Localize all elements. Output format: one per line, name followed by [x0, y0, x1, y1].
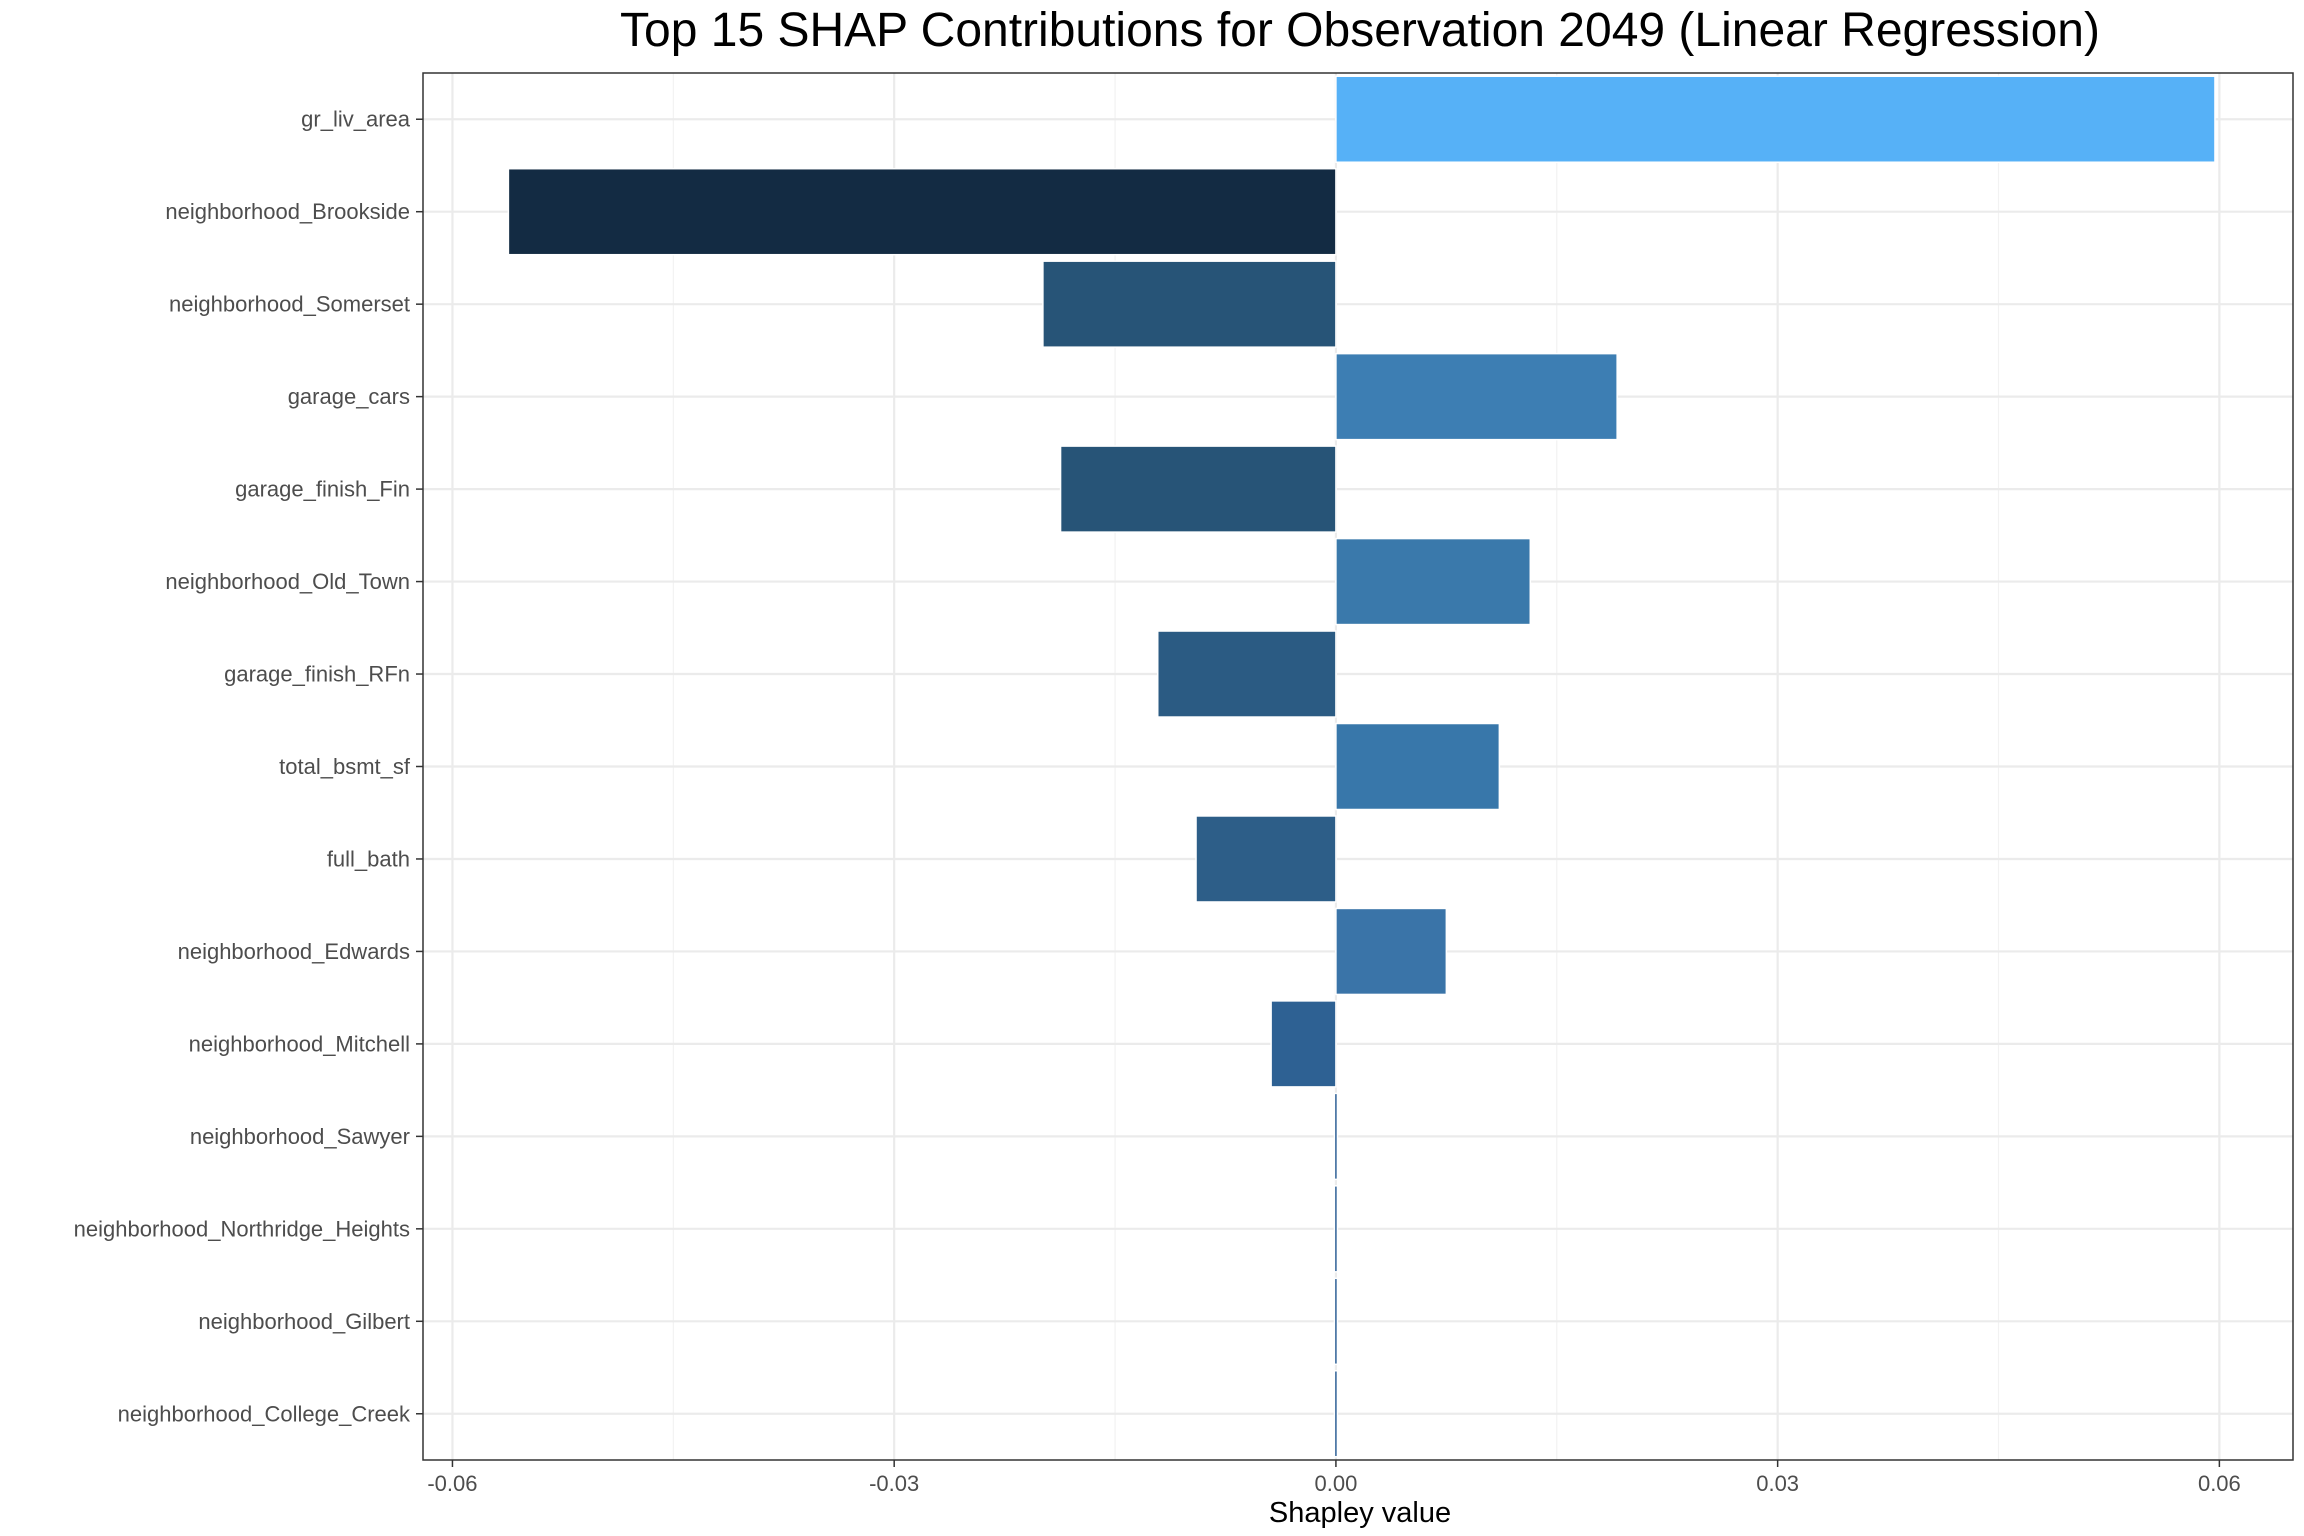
bar-garage_cars — [1335, 352, 1618, 441]
bar-neighborhood_Gilbert — [1333, 1277, 1339, 1366]
y-tick-label: neighborhood_Gilbert — [198, 1309, 410, 1334]
bar-neighborhood_Brookside — [507, 167, 1337, 256]
y-tick-label: neighborhood_Brookside — [165, 199, 410, 224]
bar-garage_finish_RFn — [1156, 630, 1337, 718]
bar-neighborhood_Edwards — [1335, 907, 1448, 996]
y-tick-label: neighborhood_Northridge_Heights — [74, 1216, 410, 1241]
y-tick-label: full_bath — [327, 846, 410, 871]
y-tick-label: gr_liv_area — [301, 107, 411, 132]
x-tick-label: 0.03 — [1756, 1471, 1799, 1496]
bar-garage_finish_Fin — [1059, 445, 1337, 533]
bar-full_bath — [1195, 815, 1337, 903]
x-tick-label: 0.06 — [2198, 1471, 2241, 1496]
x-tick-label: 0.00 — [1314, 1471, 1357, 1496]
y-tick-label: neighborhood_Mitchell — [189, 1031, 410, 1056]
y-tick-label: total_bsmt_sf — [279, 754, 411, 779]
bar-neighborhood_Mitchell — [1270, 1000, 1337, 1088]
x-tick-label: -0.06 — [427, 1471, 477, 1496]
bar-total_bsmt_sf — [1335, 722, 1501, 811]
bar-neighborhood_Somerset — [1042, 260, 1337, 348]
x-axis: -0.06 -0.03 0.00 0.03 0.06 — [427, 1460, 2241, 1496]
y-tick-label: neighborhood_Old_Town — [165, 569, 410, 594]
bar-neighborhood_Old_Town — [1335, 537, 1532, 626]
bars — [507, 75, 2216, 1458]
y-tick-label: neighborhood_Somerset — [169, 292, 410, 317]
bar-neighborhood_College_Creek — [1333, 1370, 1339, 1458]
bar-neighborhood_Northridge_Heights — [1333, 1185, 1339, 1273]
y-tick-label: neighborhood_Sawyer — [190, 1124, 410, 1149]
bar-gr_liv_area — [1335, 75, 2216, 163]
y-tick-label: neighborhood_College_Creek — [118, 1401, 411, 1426]
y-tick-label: neighborhood_Edwards — [178, 939, 410, 964]
chart-title: Top 15 SHAP Contributions for Observatio… — [620, 4, 2100, 57]
y-tick-label: garage_cars — [288, 384, 410, 409]
y-tick-label: garage_finish_Fin — [235, 477, 410, 502]
y-axis: gr_liv_area neighborhood_Brooksideneighbo… — [74, 107, 423, 1426]
y-tick-label: garage_finish_RFn — [224, 662, 410, 687]
x-tick-label: -0.03 — [869, 1471, 919, 1496]
bar-neighborhood_Sawyer — [1333, 1092, 1339, 1181]
x-axis-label: Shapley value — [1269, 1497, 1451, 1529]
